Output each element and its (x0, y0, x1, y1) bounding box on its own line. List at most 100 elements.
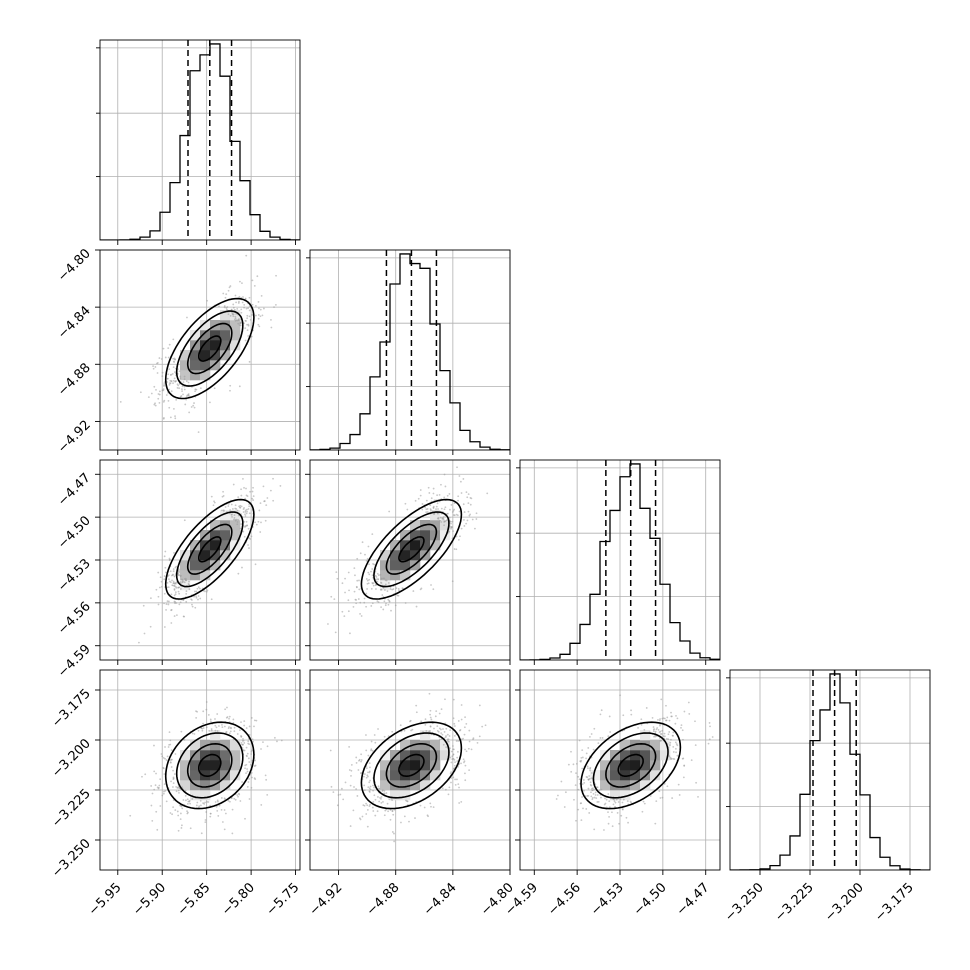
x-tick-label: −4.50 (631, 880, 670, 919)
scatter-point (245, 746, 248, 749)
scatter-point (440, 708, 443, 711)
scatter-point (441, 733, 444, 736)
scatter-point (205, 726, 208, 729)
scatter-point (166, 600, 169, 603)
scatter-point (426, 511, 429, 513)
scatter-point (344, 591, 346, 594)
x-tick-label: −5.80 (219, 880, 258, 919)
scatter-point (248, 505, 251, 508)
scatter-point (348, 746, 351, 748)
scatter-point (251, 490, 254, 493)
scatter-point (600, 788, 603, 791)
scatter-point (374, 584, 377, 587)
scatter-point (139, 391, 142, 394)
scatter-point (247, 323, 250, 326)
scatter-point (182, 393, 184, 396)
scatter-point (252, 740, 254, 743)
scatter-point (384, 589, 386, 591)
scatter-point (361, 541, 364, 544)
scatter-point (153, 770, 156, 773)
scatter-point (358, 817, 361, 820)
scatter-point (660, 698, 663, 701)
scatter-point (214, 801, 217, 803)
scatter-point (388, 798, 391, 801)
scatter-point (599, 713, 602, 716)
scatter-point (671, 715, 673, 718)
panel-1-1 (306, 249, 511, 455)
scatter-point (339, 793, 342, 796)
density-cell (180, 760, 191, 771)
scatter-point (210, 728, 213, 730)
scatter-point (377, 796, 379, 798)
scatter-point (408, 820, 410, 823)
scatter-point (186, 810, 188, 813)
density-cell (620, 770, 631, 781)
scatter-point (173, 582, 176, 585)
scatter-point (463, 726, 466, 729)
scatter-point (380, 578, 383, 580)
scatter-point (229, 730, 232, 733)
density-cell (640, 750, 651, 761)
scatter-point (172, 366, 175, 369)
scatter-point (216, 799, 219, 802)
scatter-point (257, 314, 260, 316)
scatter-point (468, 514, 471, 517)
scatter-point (167, 347, 170, 350)
scatter-point (659, 739, 662, 742)
panel-frame (309, 669, 511, 871)
scatter-point (169, 379, 172, 382)
density-cell (660, 750, 671, 761)
density-cell (410, 530, 421, 541)
scatter-point (668, 731, 671, 733)
scatter-point (191, 798, 194, 800)
scatter-point (247, 307, 249, 310)
scatter-point (438, 493, 441, 496)
density-cell (220, 760, 231, 771)
panel-frame (99, 459, 301, 661)
scatter-point (341, 582, 344, 585)
scatter-point (258, 325, 261, 328)
density-cell (660, 740, 671, 751)
scatter-point (383, 790, 386, 792)
scatter-point (169, 570, 172, 573)
scatter-point (578, 739, 581, 742)
scatter-point (187, 394, 190, 396)
scatter-point (349, 825, 352, 827)
scatter-point (429, 716, 432, 719)
panel-frame (309, 249, 511, 451)
scatter-point (389, 809, 392, 811)
scatter-point (585, 752, 588, 755)
scatter-point (236, 733, 239, 735)
density-cell (220, 530, 231, 541)
scatter-point (365, 767, 368, 770)
scatter-point (669, 756, 672, 759)
scatter-point (258, 509, 261, 512)
scatter-point (248, 309, 251, 312)
scatter-point (445, 727, 448, 730)
scatter-point (175, 398, 178, 401)
scatter-point (389, 818, 392, 821)
scatter-point (361, 815, 364, 818)
scatter-point (181, 579, 184, 582)
scatter-point (223, 305, 226, 307)
scatter-point (159, 778, 162, 781)
scatter-point (169, 739, 172, 742)
scatter-point (163, 602, 165, 605)
scatter-point (350, 769, 353, 772)
scatter-point (654, 730, 657, 733)
scatter-point (169, 581, 172, 584)
scatter-point (450, 504, 453, 506)
scatter-point (237, 572, 240, 575)
scatter-point (557, 794, 559, 797)
scatter-point (247, 508, 250, 510)
scatter-point (208, 729, 211, 732)
scatter-point (240, 721, 242, 724)
density-cell (200, 370, 211, 381)
scatter-point (260, 748, 262, 750)
contour-level-2 (592, 732, 669, 799)
scatter-point (172, 568, 175, 570)
scatter-point (373, 786, 375, 789)
scatter-point (380, 796, 383, 798)
density-cell (190, 760, 201, 771)
scatter-point (463, 519, 465, 521)
